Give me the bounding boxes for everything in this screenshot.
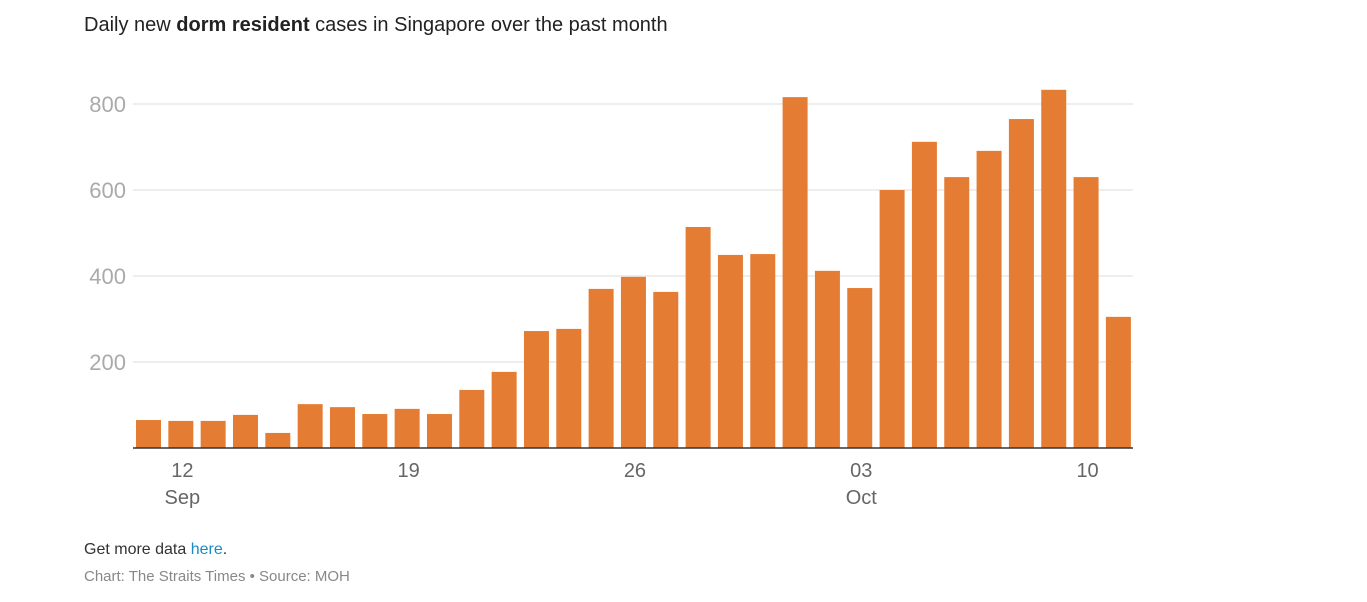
bar	[329, 407, 355, 448]
bar	[685, 226, 711, 448]
bar	[394, 408, 420, 448]
bar	[491, 371, 517, 448]
y-tick-label: 600	[89, 178, 126, 203]
more-data-text: Get more data here.	[84, 541, 227, 559]
bar	[782, 97, 808, 449]
bar	[136, 420, 161, 448]
title-bold: dorm resident	[176, 14, 310, 36]
bar	[653, 291, 679, 448]
bar	[717, 254, 743, 448]
x-tick-label: 10	[1076, 460, 1098, 482]
x-tick-label: 26	[624, 460, 646, 482]
x-tick-month-label: Oct	[846, 487, 878, 509]
y-tick-label: 200	[89, 350, 126, 375]
bar	[750, 254, 776, 448]
bar	[911, 141, 937, 448]
y-tick-label: 800	[89, 92, 126, 117]
bar	[847, 288, 873, 448]
bar	[1008, 119, 1034, 449]
bar	[620, 276, 646, 448]
bar	[265, 432, 291, 448]
x-tick-label: 12	[171, 460, 193, 482]
chart-title: Daily new dorm resident cases in Singapo…	[84, 14, 668, 37]
bar	[588, 288, 614, 448]
y-tick-label: 400	[89, 264, 126, 289]
bar	[459, 389, 485, 448]
source-credit: Chart: The Straits Times • Source: MOH	[84, 568, 350, 585]
x-tick-month-label: Sep	[165, 487, 201, 509]
bar	[976, 150, 1002, 448]
bar	[814, 270, 840, 448]
bar	[879, 190, 905, 448]
bar	[168, 420, 194, 448]
more-data-link[interactable]: here	[190, 541, 223, 558]
bar	[297, 404, 323, 448]
title-post: cases in Singapore over the past month	[309, 14, 668, 36]
bar	[426, 414, 452, 448]
bar	[1073, 177, 1099, 448]
bar	[523, 331, 549, 448]
title-pre: Daily new	[84, 14, 177, 36]
bar	[200, 420, 226, 448]
more-data-suffix: .	[222, 541, 228, 558]
bar	[1105, 316, 1131, 448]
bar	[944, 177, 970, 448]
x-tick-label: 19	[398, 460, 420, 482]
x-tick-label: 03	[850, 460, 872, 482]
bar	[556, 328, 582, 448]
bar	[1041, 89, 1067, 448]
more-data-prefix: Get more data	[84, 541, 191, 558]
bar	[232, 414, 258, 448]
bar	[362, 414, 388, 448]
